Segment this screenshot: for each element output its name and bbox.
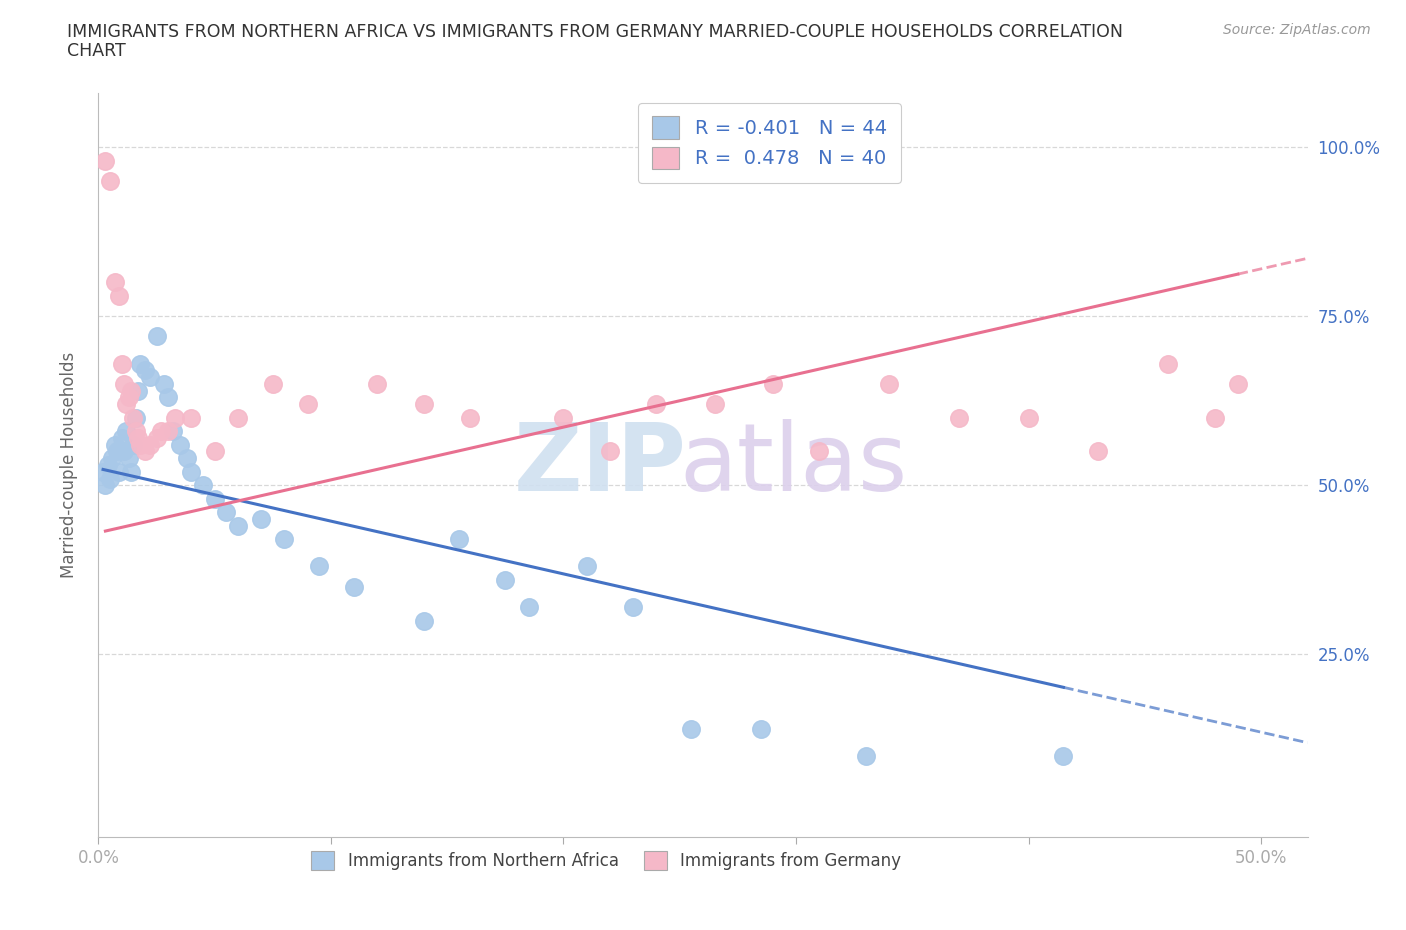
Point (413, 397, 436, 412)
Point (145, 431, 167, 445)
Point (98, 472, 121, 486)
Point (1018, 410, 1040, 425)
Point (308, 559, 330, 574)
Point (150, 424, 173, 439)
Point (169, 437, 191, 452)
Point (104, 437, 127, 452)
Point (176, 451, 198, 466)
Point (681, 722, 703, 737)
Point (120, 383, 142, 398)
Point (948, 410, 970, 425)
Point (97, 458, 120, 472)
Point (191, 478, 214, 493)
Point (703, 397, 725, 412)
Point (112, 377, 135, 392)
Point (145, 329, 167, 344)
Point (1204, 410, 1226, 425)
Point (226, 518, 249, 533)
Point (250, 512, 273, 526)
Text: IMMIGRANTS FROM NORTHERN AFRICA VS IMMIGRANTS FROM GERMANY MARRIED-COUPLE HOUSEH: IMMIGRANTS FROM NORTHERN AFRICA VS IMMIG… (67, 23, 1123, 41)
Point (111, 356, 134, 371)
Point (877, 377, 900, 392)
Point (517, 600, 540, 615)
Point (180, 464, 202, 479)
Point (413, 613, 436, 628)
Point (129, 356, 152, 371)
Point (645, 397, 668, 412)
Point (127, 431, 149, 445)
Point (262, 377, 284, 392)
Text: CHART: CHART (67, 42, 127, 60)
Point (1087, 444, 1109, 458)
Point (204, 444, 226, 458)
Point (215, 505, 238, 520)
Point (94, 153, 117, 168)
Text: Source: ZipAtlas.com: Source: ZipAtlas.com (1223, 23, 1371, 37)
Point (115, 397, 138, 412)
Y-axis label: Married-couple Households: Married-couple Households (59, 352, 77, 578)
Point (122, 437, 145, 452)
Point (104, 275, 127, 290)
Point (1226, 377, 1249, 392)
Point (460, 410, 482, 425)
Point (749, 722, 772, 737)
Point (105, 444, 128, 458)
Point (762, 377, 785, 392)
Point (157, 424, 180, 439)
Point (599, 444, 621, 458)
Point (1157, 356, 1180, 371)
Point (575, 559, 598, 574)
Point (366, 377, 388, 392)
Point (118, 390, 141, 405)
Point (124, 424, 146, 439)
Point (162, 424, 184, 439)
Point (343, 579, 366, 594)
Point (112, 444, 135, 458)
Legend: Immigrants from Northern Africa, Immigrants from Germany: Immigrants from Northern Africa, Immigra… (305, 844, 908, 877)
Point (180, 410, 202, 425)
Point (120, 464, 142, 479)
Point (98, 174, 121, 189)
Point (101, 451, 124, 466)
Point (494, 573, 516, 588)
Point (129, 437, 152, 452)
Point (165, 410, 187, 425)
Point (273, 532, 295, 547)
Point (134, 363, 156, 378)
Point (118, 451, 141, 466)
Point (226, 410, 249, 425)
Point (1052, 749, 1074, 764)
Text: ZIP: ZIP (513, 419, 686, 511)
Text: atlas: atlas (679, 419, 908, 511)
Point (808, 444, 831, 458)
Point (115, 424, 138, 439)
Point (108, 464, 131, 479)
Point (138, 437, 160, 452)
Point (138, 369, 160, 384)
Point (91, 464, 114, 479)
Point (94, 478, 117, 493)
Point (204, 491, 226, 506)
Point (447, 532, 470, 547)
Point (621, 600, 644, 615)
Point (297, 397, 319, 412)
Point (553, 410, 575, 425)
Point (127, 383, 149, 398)
Point (152, 377, 174, 392)
Point (108, 288, 131, 303)
Point (111, 431, 134, 445)
Point (134, 444, 156, 458)
Point (855, 749, 877, 764)
Point (122, 410, 145, 425)
Point (157, 390, 180, 405)
Point (124, 410, 146, 425)
